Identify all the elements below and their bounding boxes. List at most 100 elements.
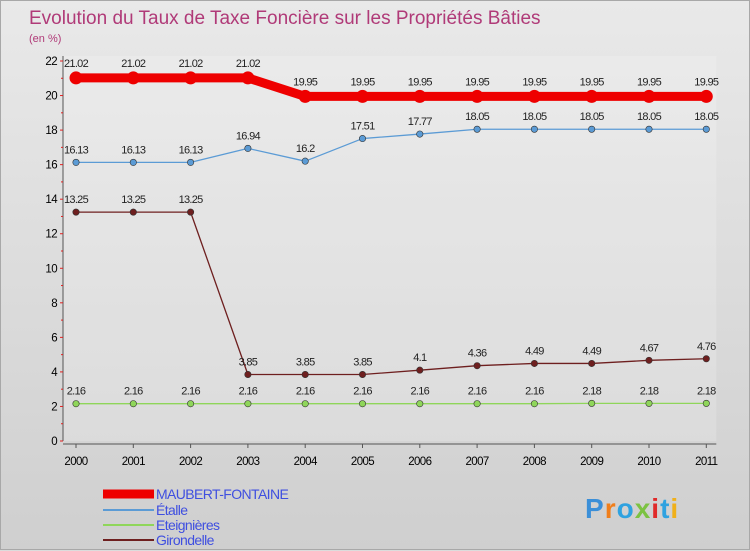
data-point <box>531 360 537 366</box>
data-point <box>589 360 595 366</box>
data-label: 21.02 <box>236 58 261 70</box>
x-tick-label: 2008 <box>523 456 546 468</box>
data-point <box>531 126 537 132</box>
y-tick-label: 6 <box>51 332 57 344</box>
x-tick-label: 2003 <box>236 456 259 468</box>
data-point <box>302 400 308 406</box>
data-point <box>359 400 365 406</box>
data-label: 2.16 <box>353 386 372 398</box>
data-point <box>417 367 423 373</box>
data-point <box>700 90 713 103</box>
data-point <box>73 400 79 406</box>
data-label: 18.05 <box>465 111 490 123</box>
data-point <box>245 400 251 406</box>
chart-title: Evolution du Taux de Taxe Foncière sur l… <box>29 8 541 29</box>
y-tick-label: 2 <box>51 401 57 413</box>
data-point <box>130 209 136 215</box>
data-point <box>359 135 365 141</box>
data-label: 2.16 <box>124 386 143 398</box>
data-point <box>299 90 312 103</box>
data-label: 3.85 <box>353 357 372 369</box>
data-label: 4.1 <box>413 352 427 364</box>
y-tick-label: 10 <box>45 263 57 275</box>
logo-letter: i <box>651 493 660 524</box>
data-point <box>589 400 595 406</box>
data-point <box>73 159 79 165</box>
data-label: 13.25 <box>121 194 146 206</box>
data-label: 18.05 <box>580 111 605 123</box>
data-point <box>589 126 595 132</box>
data-point <box>703 356 709 362</box>
x-tick-label: 2005 <box>351 456 374 468</box>
data-label: 18.05 <box>694 111 719 123</box>
plot-background <box>63 56 716 441</box>
data-label: 2.18 <box>640 385 659 397</box>
data-label: 17.77 <box>408 116 433 128</box>
data-label: 16.13 <box>179 144 204 156</box>
data-label: 16.2 <box>296 143 315 155</box>
x-tick-label: 2010 <box>637 456 660 468</box>
x-tick-label: 2000 <box>64 456 87 468</box>
y-tick-label: 22 <box>45 56 57 68</box>
data-point <box>646 126 652 132</box>
data-label: 18.05 <box>522 111 547 123</box>
data-point <box>528 90 541 103</box>
data-label: 16.94 <box>236 130 261 142</box>
logo-letter: o <box>617 493 635 524</box>
data-point <box>703 126 709 132</box>
data-label: 4.36 <box>468 348 487 360</box>
logo-letter: i <box>670 493 679 524</box>
y-tick-label: 20 <box>45 91 57 103</box>
data-label: 2.16 <box>181 386 200 398</box>
data-label: 4.49 <box>525 345 544 357</box>
x-tick-label: 2004 <box>294 456 318 468</box>
data-label: 2.16 <box>410 386 429 398</box>
data-label: 19.95 <box>580 76 605 88</box>
legend-label: Girondelle <box>156 532 215 548</box>
data-label: 17.51 <box>350 121 375 133</box>
data-label: 4.76 <box>697 341 716 353</box>
logo-text: Proxiti <box>585 493 679 524</box>
data-point <box>241 71 254 84</box>
y-tick-label: 18 <box>45 125 57 137</box>
data-label: 18.05 <box>637 111 662 123</box>
legend-label: Eteignières <box>156 517 220 533</box>
data-label: 2.18 <box>582 385 601 397</box>
x-tick-label: 2002 <box>179 456 202 468</box>
data-label: 2.16 <box>468 386 487 398</box>
data-point <box>130 159 136 165</box>
logo-letter: r <box>605 493 617 524</box>
data-label: 19.95 <box>408 76 433 88</box>
logo-letter: x <box>635 493 652 524</box>
data-label: 19.95 <box>465 76 490 88</box>
data-point <box>359 371 365 377</box>
y-tick-label: 4 <box>51 367 58 379</box>
data-point <box>73 209 79 215</box>
y-tick-label: 16 <box>45 160 57 172</box>
legend-item: MAUBERT-FONTAINE <box>103 486 288 502</box>
data-label: 21.02 <box>179 58 204 70</box>
data-point <box>474 400 480 406</box>
x-tick-label: 2011 <box>695 456 718 468</box>
data-label: 4.67 <box>640 342 659 354</box>
y-tick-label: 8 <box>51 298 57 310</box>
data-label: 19.95 <box>522 76 547 88</box>
data-point <box>471 90 484 103</box>
data-point <box>127 71 140 84</box>
data-label: 19.95 <box>694 76 719 88</box>
x-tick-label: 2007 <box>466 456 489 468</box>
data-point <box>413 90 426 103</box>
x-tick-label: 2006 <box>408 456 431 468</box>
data-point <box>474 126 480 132</box>
data-point <box>187 159 193 165</box>
data-point <box>245 371 251 377</box>
legend: MAUBERT-FONTAINEÉtalleEteignièresGironde… <box>103 486 288 548</box>
data-point <box>302 158 308 164</box>
data-point <box>70 71 83 84</box>
data-label: 21.02 <box>64 58 89 70</box>
data-point <box>417 131 423 137</box>
data-point <box>646 357 652 363</box>
data-label: 13.25 <box>64 194 89 206</box>
data-point <box>187 209 193 215</box>
y-tick-label: 0 <box>51 436 57 448</box>
